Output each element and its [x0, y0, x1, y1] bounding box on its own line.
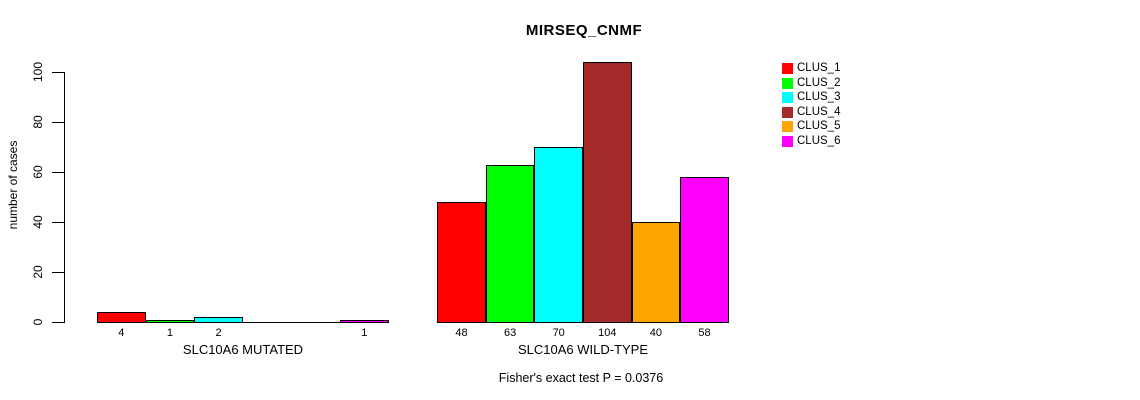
legend-swatch-clus_2 [782, 77, 793, 89]
legend-label-clus_3: CLUS_3 [797, 91, 841, 104]
bar-clus_5 [631, 222, 681, 323]
legend-swatch-clus_6 [782, 136, 793, 147]
group-baseline [97, 322, 389, 323]
bar-value-label: 2 [215, 327, 222, 339]
bar-value-label: 1 [361, 327, 368, 339]
bar-clus_4 [583, 62, 632, 323]
y-tick-mark [52, 322, 64, 323]
legend-label-clus_4: CLUS_4 [797, 105, 841, 118]
bar-clus_2 [485, 164, 535, 323]
y-tick-mark [52, 122, 64, 123]
legend-swatch-clus_3 [782, 92, 793, 104]
y-tick-label: 0 [31, 318, 45, 326]
legend-swatch-clus_5 [782, 121, 793, 133]
bar-value-label: 63 [503, 327, 517, 339]
y-axis-label: number of cases [6, 140, 20, 230]
bar-clus_3 [534, 147, 583, 323]
x-axis-group-label-mutated: SLC10A6 MUTATED [182, 342, 304, 357]
bar-value-label: 70 [552, 327, 565, 339]
chart-title: MIRSEQ_CNMF [525, 22, 643, 39]
y-tick-label: 80 [31, 115, 45, 129]
bar-value-label: 58 [698, 327, 711, 339]
bar-value-label: 48 [455, 327, 468, 339]
bar-value-label: 4 [118, 327, 125, 339]
y-tick-mark [52, 172, 64, 173]
bar-clus_3 [194, 317, 243, 323]
y-tick-label: 20 [31, 265, 45, 279]
legend-swatch-clus_4 [782, 106, 793, 118]
bar-clus_1 [437, 202, 486, 323]
y-tick-mark [52, 222, 64, 223]
bar-value-label: 104 [598, 327, 617, 339]
bar-clus_1 [97, 312, 146, 323]
y-tick-label: 100 [31, 61, 45, 83]
y-tick-label: 60 [31, 165, 45, 179]
legend-label-clus_2: CLUS_2 [797, 76, 841, 89]
y-tick-label: 40 [31, 215, 45, 229]
y-tick-mark [52, 272, 64, 273]
y-axis-line [64, 72, 65, 323]
legend-swatch-clus_1 [782, 63, 793, 74]
legend-label-clus_5: CLUS_5 [797, 120, 841, 133]
footer-note: Fisher's exact test P = 0.0376 [498, 371, 664, 385]
bar-clus_6 [680, 177, 729, 323]
bar-value-label: 40 [649, 327, 663, 339]
x-axis-group-label-wildtype: SLC10A6 WILD-TYPE [517, 342, 649, 357]
y-tick-mark [52, 72, 64, 73]
bar-clus_2 [145, 319, 195, 323]
bar-value-label: 1 [166, 327, 173, 339]
legend-label-clus_1: CLUS_1 [797, 62, 841, 74]
legend-label-clus_6: CLUS_6 [797, 135, 841, 147]
bar-clus_6 [340, 319, 389, 323]
group-baseline [437, 322, 729, 323]
